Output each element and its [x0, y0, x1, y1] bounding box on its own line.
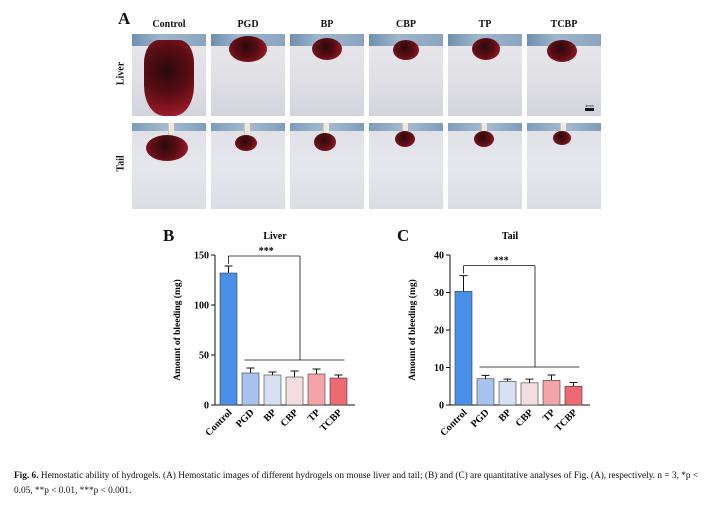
row-label-liver: Liver	[115, 61, 127, 86]
y-tick-label: 0	[204, 401, 209, 412]
tail-photo-bp	[290, 123, 364, 209]
liver-photo-tp	[448, 34, 522, 116]
y-tick-label: 0	[439, 401, 444, 412]
liver-photo-control	[132, 34, 206, 116]
x-tick-label: BP	[262, 407, 279, 424]
tail-photo-cbp	[369, 123, 443, 209]
bar-tcbp	[329, 377, 348, 406]
tail-photo-control	[132, 123, 206, 209]
x-tick-label: Control	[438, 407, 469, 438]
y-tick-label: 100	[194, 301, 209, 312]
y-tick-label: 30	[434, 288, 444, 299]
panel-a-letter: A	[118, 9, 131, 28]
x-tick-label: TP	[541, 407, 558, 424]
bar-control	[454, 291, 473, 406]
caption-text: Hemostatic ability of hydrogels. (A) Hem…	[14, 471, 699, 496]
y-tick-label: 50	[199, 351, 209, 362]
chart-tail: Tail 0 10 20 30 40 Amount of bleeding (mg) Cont…	[407, 231, 590, 439]
bar-cbp	[520, 382, 539, 406]
column-label-bp: BP	[320, 19, 334, 30]
x-tick-label: BP	[497, 407, 514, 424]
panel-c-letter: C	[397, 226, 410, 245]
panel-b-letter: B	[163, 226, 175, 245]
scale-bar-label: 1mm	[585, 103, 594, 108]
column-label-tcbp: TCBP	[550, 19, 578, 30]
scale-bar	[585, 108, 594, 111]
column-label-pgd: PGD	[237, 19, 259, 30]
chart-liver: Liver 0 50 100 150 Amount of bleeding (mg) Con…	[172, 231, 355, 439]
y-tick-label: 20	[434, 326, 444, 337]
x-tick-label: Control	[203, 407, 234, 438]
column-label-cbp: CBP	[396, 19, 416, 30]
y-axis-label: Amount of bleeding (mg)	[407, 279, 418, 381]
liver-photo-pgd	[211, 34, 285, 116]
y-axis-label: Amount of bleeding (mg)	[172, 279, 183, 381]
x-tick-label: PGD	[469, 407, 492, 430]
significance-label: ***	[259, 246, 274, 257]
liver-photo-cbp	[369, 34, 443, 116]
figure-caption: Fig. 6. Hemostatic ability of hydrogels.…	[14, 469, 710, 499]
column-label-tp: TP	[478, 19, 492, 30]
x-tick-label: CBP	[279, 407, 301, 429]
chart-title: Tail	[502, 231, 519, 242]
bar-bp	[498, 381, 517, 406]
bar-tp	[542, 379, 561, 406]
x-tick-label: PGD	[234, 407, 257, 430]
significance-label: ***	[494, 256, 509, 267]
bar-cbp	[285, 376, 304, 406]
liver-photo-tcbp: 1mm	[527, 34, 601, 116]
bar-tp	[307, 373, 326, 406]
x-tick-label: TCBP	[553, 407, 580, 434]
tail-photo-tcbp	[527, 123, 601, 209]
y-tick-label: 10	[434, 363, 444, 374]
bar-bp	[263, 374, 282, 406]
liver-photo-bp	[290, 34, 364, 116]
tail-photo-tp	[448, 123, 522, 209]
bar-pgd	[241, 372, 260, 406]
bar-tcbp	[564, 385, 583, 406]
bar-control	[219, 272, 238, 406]
row-label-tail: Tail	[115, 155, 127, 172]
tail-photo-pgd	[211, 123, 285, 209]
y-tick-label: 150	[194, 251, 209, 262]
y-tick-label: 40	[434, 251, 444, 262]
caption-label: Fig. 6.	[14, 471, 39, 481]
chart-title: Liver	[263, 231, 287, 242]
column-label-control: Control	[152, 19, 186, 30]
x-tick-label: TCBP	[318, 407, 345, 434]
x-tick-label: TP	[306, 407, 323, 424]
x-tick-label: CBP	[514, 407, 536, 429]
bar-pgd	[476, 378, 495, 406]
